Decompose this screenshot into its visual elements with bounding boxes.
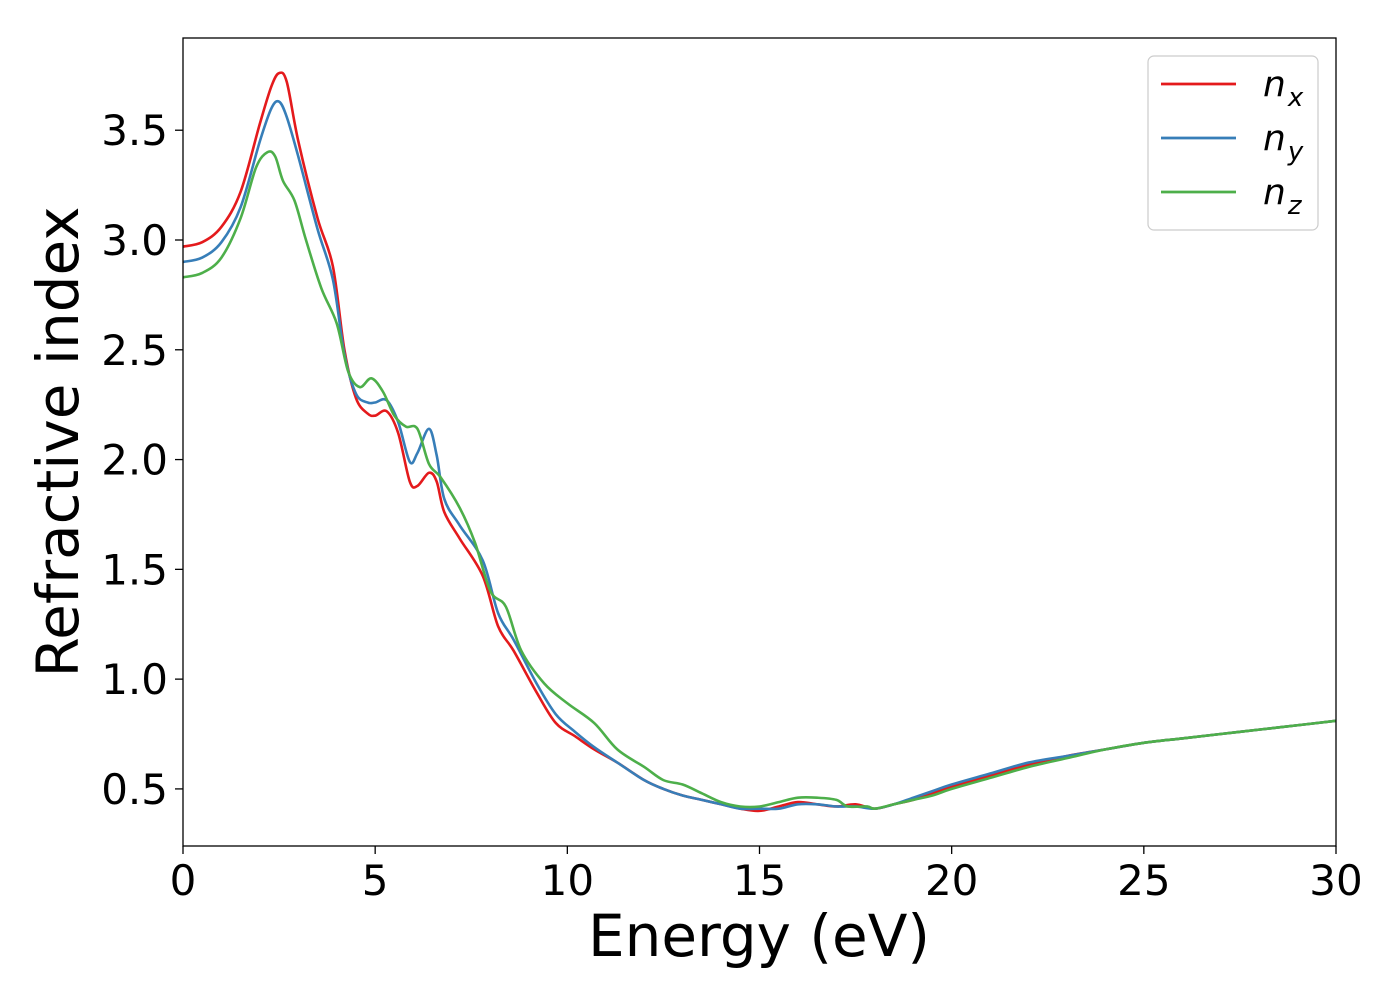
legend-label-subscript: y: [1287, 137, 1304, 167]
x-tick-label: 5: [362, 856, 389, 905]
series-line-n-z: [183, 150, 1336, 810]
series-line-n-y: [183, 99, 1336, 811]
legend-label-base: n: [1263, 64, 1286, 105]
legend-label-base: n: [1263, 172, 1286, 213]
y-tick-label: 0.5: [101, 765, 168, 814]
y-tick-label: 1.5: [101, 545, 168, 594]
y-tick-label: 3.5: [101, 106, 168, 155]
legend-label: ny: [1263, 118, 1304, 167]
legend-label-base: n: [1263, 118, 1286, 159]
legend-entry-ny: ny: [1161, 118, 1304, 167]
x-tick-label: 20: [925, 856, 978, 905]
x-axis-ticks: 0 5 10 15 20 25 30: [170, 846, 1363, 905]
legend-label-subscript: z: [1287, 191, 1303, 221]
legend-box: [1147, 55, 1319, 231]
y-axis-label: Refractive index: [24, 206, 92, 677]
x-tick-label: 15: [733, 856, 786, 905]
x-tick-label: 30: [1309, 856, 1362, 905]
legend-entry-nz: nz: [1161, 172, 1303, 221]
legend-label: nx: [1263, 64, 1304, 113]
y-tick-label: 3.0: [101, 216, 168, 265]
legend-label: nz: [1263, 172, 1303, 221]
y-axis-ticks: 0.5 1.0 1.5 2.0 2.5 3.0 3.5: [101, 106, 183, 814]
legend-entry-nx: nx: [1161, 64, 1304, 113]
series-layer: [183, 71, 1336, 813]
x-tick-label: 0: [170, 856, 197, 905]
y-tick-label: 2.5: [101, 326, 168, 375]
legend-label-subscript: x: [1287, 83, 1304, 113]
series-line-n-x: [183, 71, 1336, 813]
y-tick-label: 1.0: [101, 655, 168, 704]
x-tick-label: 10: [541, 856, 594, 905]
x-axis-label: Energy (eV): [588, 902, 930, 970]
x-tick-label: 25: [1117, 856, 1170, 905]
y-tick-label: 2.0: [101, 436, 168, 485]
